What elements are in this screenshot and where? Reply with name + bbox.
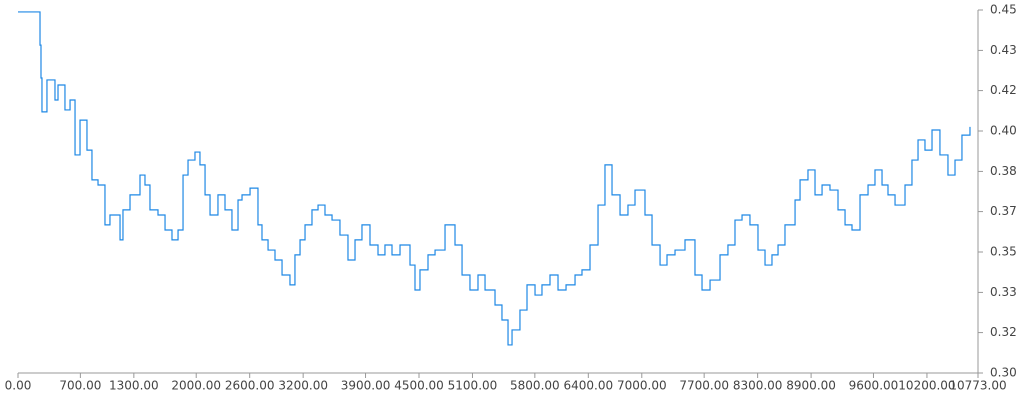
x-tick-label: 6400.00 (564, 379, 614, 393)
y-tick-label: 0.33 (990, 285, 1017, 299)
x-tick-label: 3900.00 (341, 379, 391, 393)
y-tick-label: 0.45 (990, 3, 1017, 17)
y-tick-label: 0.32 (990, 325, 1017, 339)
x-tick-label: 10773.00 (949, 379, 1006, 393)
y-tick-label: 0.38 (990, 164, 1017, 178)
x-tick-label: 7000.00 (617, 379, 667, 393)
x-tick-label: 5800.00 (510, 379, 560, 393)
x-tick-label: 2600.00 (225, 379, 275, 393)
x-tick-label: 8300.00 (733, 379, 783, 393)
y-tick-label: 0.40 (990, 124, 1017, 138)
x-tick-label: 8900.00 (786, 379, 836, 393)
x-tick-label: 0.00 (5, 379, 32, 393)
y-tick-label: 0.37 (990, 204, 1017, 218)
y-tick-label: 0.35 (990, 245, 1017, 259)
x-tick-label: 1300.00 (109, 379, 159, 393)
x-tick-label: 5100.00 (448, 379, 498, 393)
y-tick-label: 0.43 (990, 43, 1017, 57)
y-tick-label: 0.30 (990, 366, 1017, 380)
y-tick-label: 0.42 (990, 83, 1017, 97)
x-tick-label: 10200.00 (898, 379, 955, 393)
x-tick-label: 9600.00 (849, 379, 899, 393)
data-line (18, 11, 971, 346)
x-tick-label: 2000.00 (171, 379, 221, 393)
x-tick-label: 700.00 (59, 379, 101, 393)
x-tick-label: 7700.00 (679, 379, 729, 393)
x-tick-label: 3200.00 (278, 379, 328, 393)
x-tick-label: 4500.00 (394, 379, 444, 393)
